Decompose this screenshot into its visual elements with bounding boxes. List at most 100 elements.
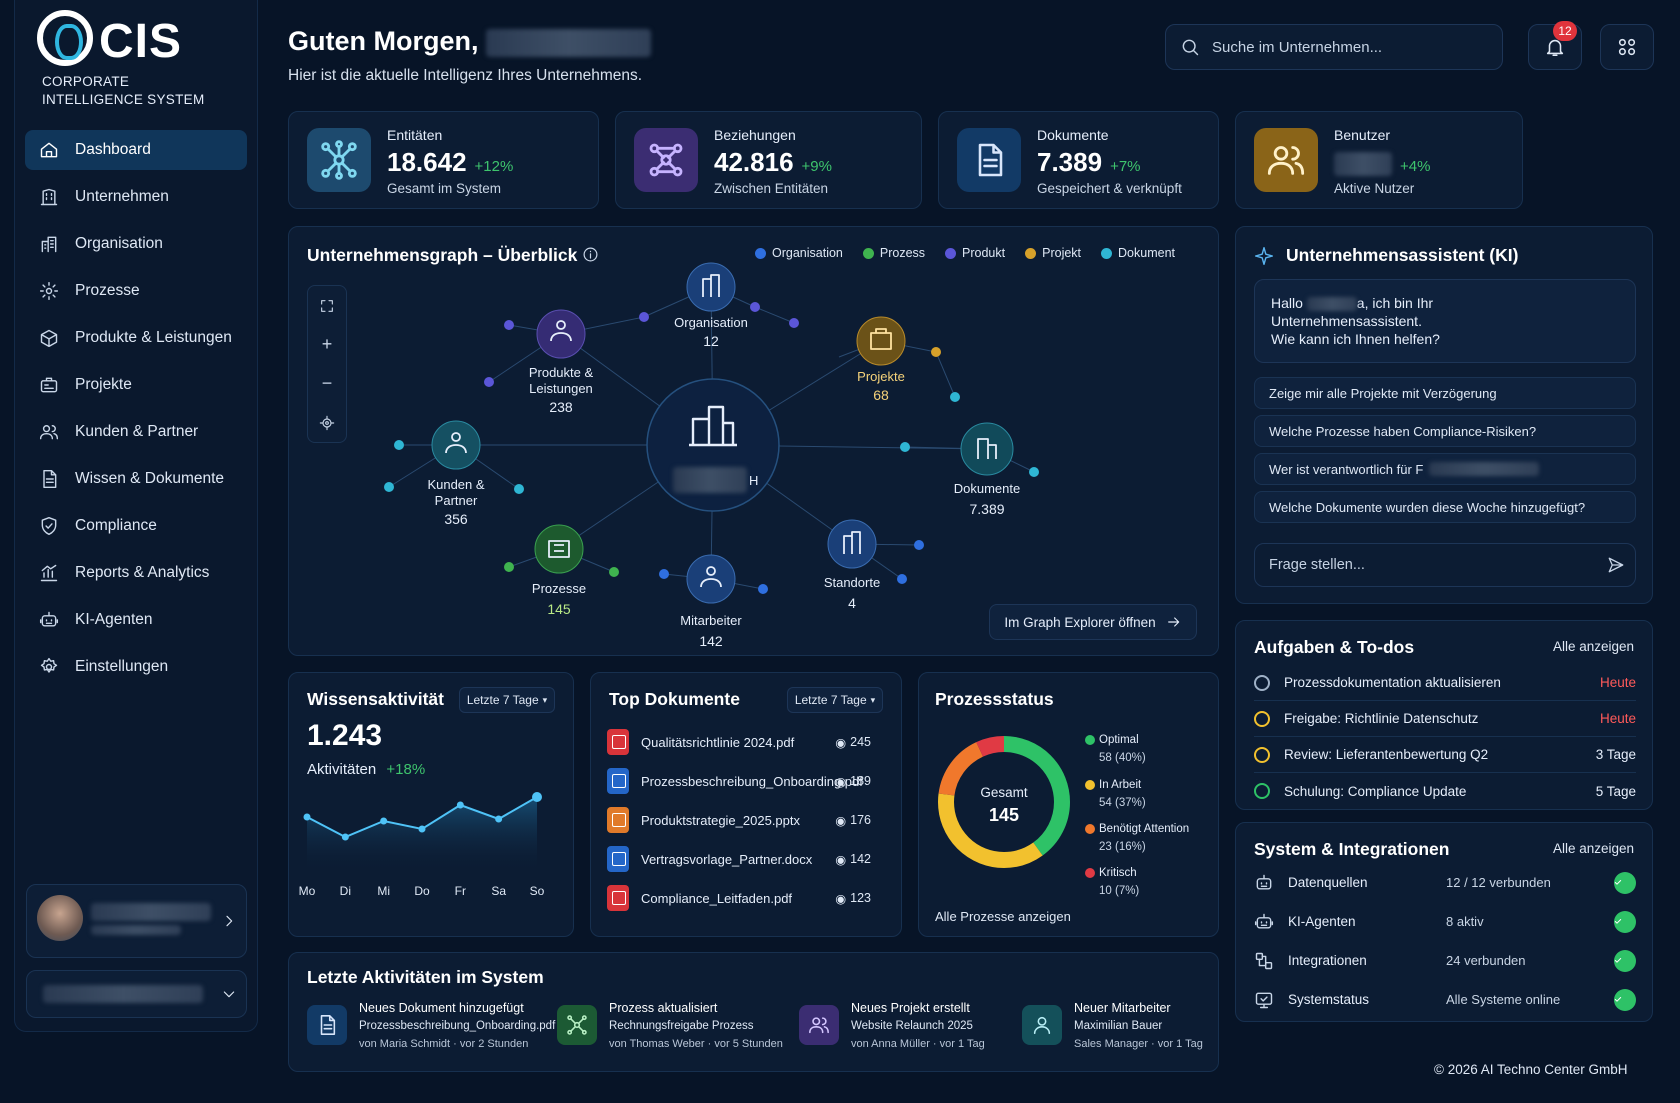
graph-controls: + − xyxy=(307,285,347,443)
check-icon xyxy=(1614,988,1636,1011)
knowledge-point xyxy=(418,825,426,833)
activity-item[interactable]: Neuer Mitarbeiter Maximilian Bauer Sales M… xyxy=(1022,1001,1212,1061)
sidebar-item-dashboard[interactable]: Dashboard xyxy=(25,130,247,170)
graph-node-projekte[interactable]: Projekte xyxy=(857,369,905,384)
user-name-redacted xyxy=(1306,297,1357,312)
system-row-integrationen[interactable]: Integrationen 24 verbunden xyxy=(1254,941,1636,980)
process-status-card: Prozessstatus Gesamt 145 Optimal 58 (40%)… xyxy=(918,672,1219,937)
page-subtitle: Hier ist die aktuelle Intelligenz Ihres … xyxy=(288,67,643,84)
system-row-systemstatus[interactable]: Systemstatus Alle Systeme online xyxy=(1254,980,1636,1019)
knowledge-label: Aktivitäten +18% xyxy=(307,761,426,778)
task-checkbox[interactable] xyxy=(1254,783,1270,799)
apps-button[interactable] xyxy=(1600,24,1654,70)
sidebar-item-produkte[interactable]: Produkte & Leistungen xyxy=(25,318,247,358)
search-input[interactable] xyxy=(1212,38,1472,56)
assistant-input-box[interactable] xyxy=(1254,543,1636,587)
graph-node-kunden[interactable]: Kunden & Partner xyxy=(427,477,485,508)
sidebar-item-kunden[interactable]: Kunden & Partner xyxy=(25,412,247,452)
activity-item[interactable]: Prozess aktualisiert Rechnungsfreigabe Pr… xyxy=(557,1001,783,1061)
sidebar-nav: Dashboard Unternehmen Organisation Proze… xyxy=(25,130,247,694)
stat-card-users[interactable]: Benutzer +4% Aktive Nutzer xyxy=(1235,111,1523,209)
relations-icon xyxy=(634,128,698,192)
document-icon xyxy=(307,1005,347,1045)
document-row[interactable]: Vertragsvorlage_Partner.docx ◉ 142 xyxy=(607,840,871,878)
task-checkbox[interactable] xyxy=(1254,710,1270,727)
graph-node-produkte[interactable]: Produkte & Leistungen xyxy=(528,365,594,396)
avatar xyxy=(37,895,83,941)
system-row-datenquellen[interactable]: Datenquellen 12 / 12 verbunden xyxy=(1254,863,1636,902)
zoom-out-icon[interactable]: − xyxy=(321,373,333,393)
document-row[interactable]: Prozessbeschreibung_Onboarding.pdf ◉ 189 xyxy=(607,762,871,800)
notifications-button[interactable]: 12 xyxy=(1528,21,1582,70)
sidebar-item-compliance[interactable]: Compliance xyxy=(25,506,247,546)
tasks-title: Aufgaben & To-dos xyxy=(1254,637,1415,657)
sidebar-item-ki-agenten[interactable]: KI-Agenten xyxy=(25,600,247,640)
graph-node-dokumente[interactable]: Dokumente xyxy=(953,481,1021,496)
arrow-right-icon xyxy=(1167,617,1179,627)
all-processes-link[interactable]: Alle Prozesse anzeigen xyxy=(935,909,1071,924)
assistant-suggestion[interactable]: Wer ist verantwortlich für F xyxy=(1254,453,1636,485)
graph-node-prozesse[interactable]: Prozesse xyxy=(531,581,587,596)
task-item[interactable]: Freigabe: Richtlinie Datenschutz Heute xyxy=(1254,701,1636,737)
eye-icon: ◉ xyxy=(835,774,847,789)
activity-item[interactable]: Neues Projekt erstellt Website Relaunch 2… xyxy=(799,1001,1019,1061)
network-icon xyxy=(557,1005,597,1045)
chevron-right-icon[interactable] xyxy=(221,913,237,929)
task-checkbox[interactable] xyxy=(1254,674,1270,691)
sidebar-item-wissen[interactable]: Wissen & Dokumente xyxy=(25,459,247,499)
knowledge-range-select[interactable]: Letzte 7 Tage ▾ xyxy=(459,687,555,713)
user-profile[interactable] xyxy=(26,884,247,958)
plug-icon xyxy=(1255,952,1273,969)
info-icon[interactable] xyxy=(582,246,599,263)
document-row[interactable]: Produktstrategie_2025.pptx ◉ 176 xyxy=(607,801,871,839)
stat-card-relations[interactable]: Beziehungen 42.816 +9% Zwischen Entitäten xyxy=(615,111,922,209)
sidebar-item-reports[interactable]: Reports & Analytics xyxy=(25,553,247,593)
task-item[interactable]: Review: Lieferantenbewertung Q2 3 Tage xyxy=(1254,737,1636,773)
sidebar-item-prozesse[interactable]: Prozesse xyxy=(25,271,247,311)
fullscreen-icon[interactable] xyxy=(308,286,346,325)
user-name-redacted xyxy=(486,28,652,57)
x-tick-label: Di xyxy=(340,884,351,898)
send-icon[interactable] xyxy=(1607,556,1625,574)
graph-card: Unternehmensgraph – Überblick Organisati… xyxy=(288,226,1219,656)
tasks-show-all-link[interactable]: Alle anzeigen xyxy=(1552,639,1634,654)
sparkle-icon xyxy=(1254,246,1274,265)
graph-explorer-button[interactable]: Im Graph Explorer öffnen xyxy=(989,604,1197,640)
stat-card-entities[interactable]: Entitäten 18.642 +12% Gesamt im System xyxy=(288,111,599,209)
assistant-suggestion[interactable]: Zeige mir alle Projekte mit Verzögerung xyxy=(1254,377,1636,409)
users-icon xyxy=(1254,128,1318,192)
zoom-in-icon[interactable]: + xyxy=(321,334,333,354)
task-checkbox[interactable] xyxy=(1254,746,1270,763)
process-legend-kritisch: Kritisch 10 (7%) xyxy=(1085,864,1139,900)
system-show-all-link[interactable]: Alle anzeigen xyxy=(1552,841,1634,856)
assistant-suggestion[interactable]: Welche Dokumente wurden diese Woche hinz… xyxy=(1254,491,1636,523)
document-icon xyxy=(957,128,1021,192)
graph-node-standorte[interactable]: Standorte xyxy=(823,575,881,590)
graph-node-mitarbeiter[interactable]: Mitarbeiter xyxy=(680,613,742,628)
top-documents-range-select[interactable]: Letzte 7 Tage ▾ xyxy=(787,687,883,713)
graph-canvas[interactable] xyxy=(289,227,1220,657)
top-documents-card: Top Dokumente Letzte 7 Tage ▾ Qualitätsri… xyxy=(590,672,902,937)
system-row-ki-agenten[interactable]: KI-Agenten 8 aktiv xyxy=(1254,902,1636,941)
donut-center-label: Gesamt xyxy=(980,785,1028,800)
document-row[interactable]: Compliance_Leitfaden.pdf ◉ 123 xyxy=(607,879,871,917)
search-bar[interactable] xyxy=(1165,24,1503,70)
document-row[interactable]: Qualitätsrichtlinie 2024.pdf ◉ 245 xyxy=(607,723,871,761)
assistant-input[interactable] xyxy=(1269,557,1589,573)
users-icon xyxy=(799,1005,839,1045)
notification-badge: 12 xyxy=(1553,21,1577,41)
workspace-select[interactable] xyxy=(26,970,247,1018)
sidebar-item-organisation[interactable]: Organisation xyxy=(25,224,247,264)
sidebar-item-unternehmen[interactable]: Unternehmen xyxy=(25,177,247,217)
sidebar-item-projekte[interactable]: Projekte xyxy=(25,365,247,405)
sidebar-item-einstellungen[interactable]: Einstellungen xyxy=(25,647,247,687)
task-item[interactable]: Schulung: Compliance Update 5 Tage xyxy=(1254,773,1636,809)
locate-icon[interactable] xyxy=(308,403,346,442)
graph-node-organisation[interactable]: Organisation xyxy=(674,315,748,330)
assistant-suggestion[interactable]: Welche Prozesse haben Compliance-Risiken… xyxy=(1254,415,1636,447)
graph-legend: Organisation Prozess Produkt Projekt Dok… xyxy=(755,246,1195,260)
task-item[interactable]: Prozessdokumentation aktualisieren Heute xyxy=(1254,665,1636,701)
stat-card-documents[interactable]: Dokumente 7.389 +7% Gespeichert & verknüp… xyxy=(938,111,1219,209)
activity-item[interactable]: Neues Dokument hinzugefügt Prozessbeschre… xyxy=(307,1001,555,1061)
project-icon xyxy=(40,377,58,393)
